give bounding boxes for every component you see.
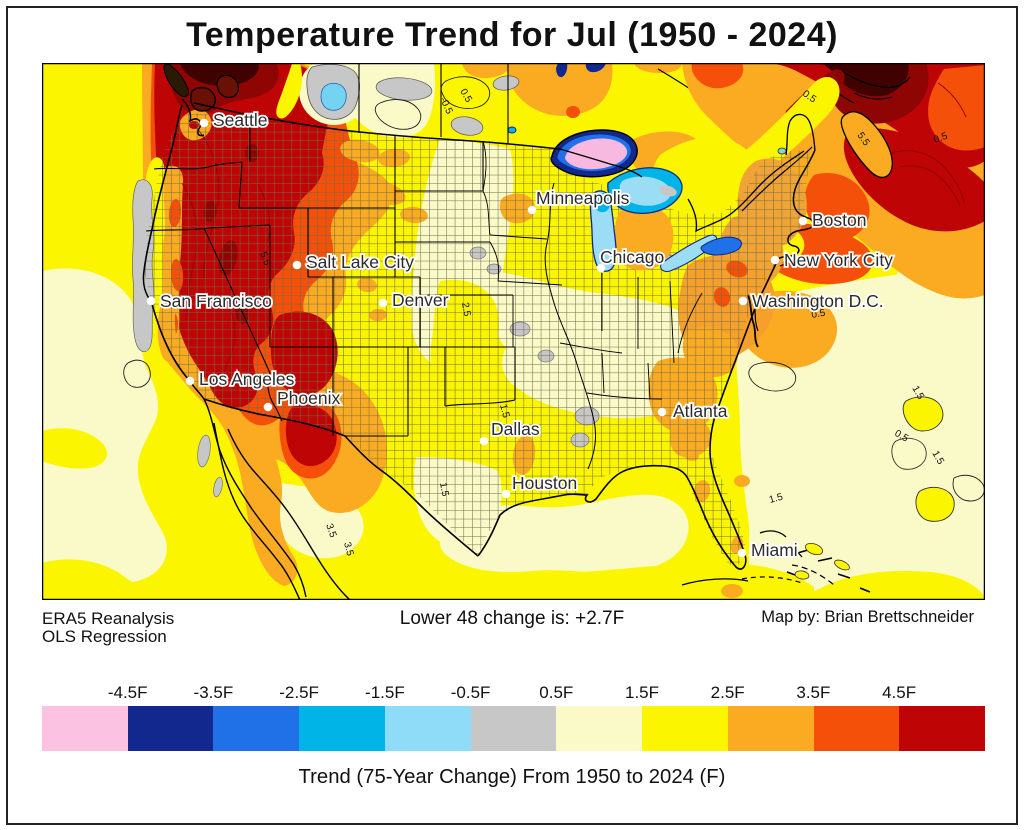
svg-text:0.5: 0.5 [932,131,949,146]
svg-text:Salt Lake City: Salt Lake City [306,252,414,272]
svg-text:2.5: 2.5 [459,302,472,318]
svg-text:3.5: 3.5 [323,522,338,539]
svg-text:Dallas: Dallas [491,419,540,439]
svg-text:Washington D.C.: Washington D.C. [752,291,884,311]
svg-text:Los Angeles: Los Angeles [199,369,295,389]
svg-text:3.5: 3.5 [341,541,355,558]
svg-text:New York City: New York City [784,250,893,270]
svg-text:Miami: Miami [751,540,798,560]
svg-text:1.5: 1.5 [497,403,511,420]
svg-text:Seattle: Seattle [213,110,267,130]
svg-text:Chicago: Chicago [600,247,664,267]
svg-text:Denver: Denver [392,290,449,310]
svg-text:San Francisco: San Francisco [160,291,272,311]
svg-text:Phoenix: Phoenix [277,388,340,408]
svg-text:Atlanta: Atlanta [673,401,728,421]
svg-text:1.5: 1.5 [768,492,785,506]
svg-text:Boston: Boston [812,210,866,230]
svg-text:0.5: 0.5 [811,308,827,321]
svg-text:5.5: 5.5 [257,250,272,267]
svg-text:1.5: 1.5 [437,482,450,498]
svg-text:Minneapolis: Minneapolis [536,188,630,208]
svg-text:Houston: Houston [512,473,577,493]
